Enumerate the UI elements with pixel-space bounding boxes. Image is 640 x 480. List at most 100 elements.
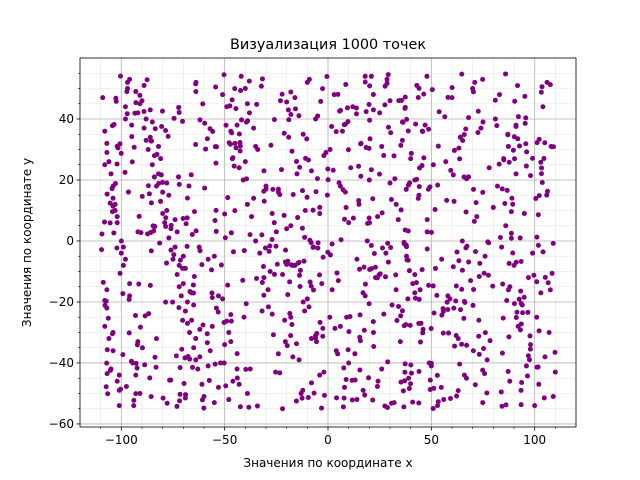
data-point — [212, 361, 218, 367]
data-point — [265, 304, 271, 310]
data-point — [112, 180, 118, 186]
data-point — [417, 339, 423, 345]
data-point — [329, 287, 335, 293]
data-point — [500, 315, 506, 321]
data-point — [273, 229, 279, 235]
data-point — [530, 155, 536, 161]
data-point — [106, 336, 112, 342]
data-point — [166, 235, 172, 241]
data-point — [542, 274, 548, 280]
data-point — [177, 257, 183, 263]
data-point — [533, 195, 539, 201]
data-point — [380, 245, 386, 251]
data-point — [275, 351, 281, 357]
data-point — [385, 240, 391, 246]
data-point — [510, 250, 516, 256]
data-point — [370, 329, 376, 335]
data-point — [412, 272, 418, 278]
data-point — [164, 260, 170, 266]
data-point — [490, 283, 496, 289]
data-point — [197, 354, 203, 360]
data-point — [337, 323, 343, 329]
data-point — [547, 82, 553, 88]
data-point — [445, 293, 451, 299]
data-point — [511, 301, 517, 307]
data-point — [240, 277, 246, 283]
data-point — [449, 95, 455, 101]
data-point — [257, 250, 263, 256]
data-point — [366, 177, 372, 183]
data-point — [466, 115, 472, 121]
data-point — [285, 107, 291, 113]
data-point — [242, 85, 248, 91]
data-point — [497, 92, 503, 98]
data-point — [532, 403, 538, 409]
data-point — [487, 338, 493, 344]
data-point — [510, 201, 516, 207]
data-point — [204, 331, 210, 337]
data-point — [145, 183, 151, 189]
data-point — [508, 235, 514, 241]
data-point — [505, 369, 511, 375]
data-point — [184, 299, 190, 305]
data-point — [510, 147, 516, 153]
data-point — [329, 241, 335, 247]
data-point — [333, 129, 339, 135]
data-point — [151, 174, 157, 180]
data-point — [158, 172, 164, 178]
data-point — [218, 262, 224, 268]
data-point — [118, 150, 124, 156]
data-point — [408, 381, 414, 387]
data-point — [398, 142, 404, 148]
data-point — [424, 229, 430, 235]
data-point — [167, 377, 173, 383]
data-point — [523, 363, 529, 369]
data-point — [521, 294, 527, 300]
data-point — [545, 280, 551, 286]
data-point — [300, 131, 306, 137]
data-point — [234, 351, 240, 357]
data-point — [350, 215, 356, 221]
data-point — [547, 287, 553, 293]
data-point — [428, 360, 434, 366]
data-point — [181, 381, 187, 387]
data-point — [178, 293, 184, 299]
data-point — [207, 348, 213, 354]
data-point — [371, 250, 377, 256]
data-point — [499, 186, 505, 192]
data-point — [286, 134, 292, 140]
data-point — [201, 405, 207, 411]
data-point — [233, 145, 239, 151]
data-point — [515, 114, 521, 120]
data-point — [134, 342, 140, 348]
data-point — [334, 270, 340, 276]
data-point — [528, 342, 534, 348]
data-point — [356, 201, 362, 207]
data-point — [544, 192, 550, 198]
data-point — [180, 118, 186, 124]
data-point — [442, 114, 448, 120]
data-point — [472, 79, 478, 85]
data-point — [118, 238, 124, 244]
data-point — [345, 147, 351, 153]
data-point — [325, 177, 331, 183]
data-point — [128, 358, 134, 364]
data-point — [541, 156, 547, 162]
data-point — [166, 192, 172, 198]
data-point — [502, 200, 508, 206]
data-point — [122, 169, 128, 175]
x-tick-label: 0 — [324, 433, 332, 447]
data-point — [102, 302, 108, 308]
data-point — [300, 188, 306, 194]
data-point — [429, 87, 435, 93]
data-point — [399, 97, 405, 103]
data-point — [546, 329, 552, 335]
data-point — [503, 71, 509, 77]
data-point — [182, 395, 188, 401]
data-point — [384, 404, 390, 410]
data-point — [504, 298, 510, 304]
data-point — [443, 159, 449, 165]
data-point — [137, 324, 143, 330]
data-point — [118, 250, 124, 256]
data-point — [362, 392, 368, 398]
